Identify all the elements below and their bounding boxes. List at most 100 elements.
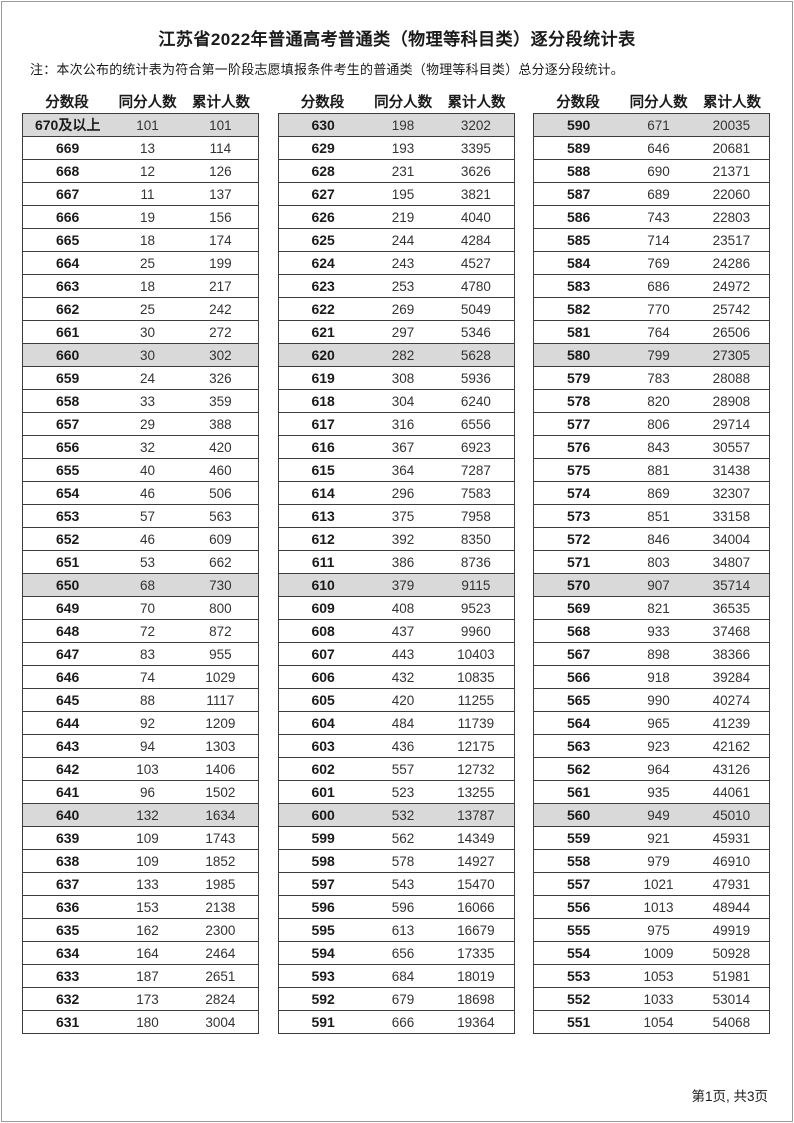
- cumulative-count-cell: 302: [209, 347, 232, 363]
- score-range-cell: 573: [566, 508, 591, 524]
- score-range-cell: 614: [311, 485, 335, 501]
- table-row: 618 304 6240: [277, 389, 515, 413]
- table-row: 602 557 12732: [277, 757, 515, 781]
- same-score-count-cell: 686: [647, 278, 670, 294]
- same-score-count-cell: 219: [391, 209, 415, 225]
- table-row: 643 94 1303: [22, 734, 259, 758]
- table-header-row: 分数段 同分人数 累计人数: [533, 88, 770, 114]
- cumulative-count-cell: 45931: [712, 830, 751, 846]
- table-row: 599 562 14349: [277, 826, 515, 850]
- cumulative-count-cell: 16679: [457, 922, 495, 938]
- score-range-cell: 597: [311, 876, 335, 892]
- score-range-cell: 616: [311, 439, 335, 455]
- table-row: 665 18 174: [22, 228, 259, 252]
- score-range-cell: 582: [566, 301, 591, 317]
- score-range-cell: 572: [566, 531, 591, 547]
- table-row: 562 964 43126: [533, 757, 770, 781]
- table-row: 648 72 872: [22, 619, 259, 643]
- score-range-cell: 627: [311, 186, 335, 202]
- same-score-count-cell: 83: [140, 646, 156, 662]
- table-row: 627 195 3821: [277, 182, 515, 206]
- score-range-cell: 598: [311, 853, 335, 869]
- table-row: 624 243 4527: [277, 251, 515, 275]
- table-row: 589 646 20681: [533, 136, 770, 160]
- table-row: 585 714 23517: [533, 228, 770, 252]
- cumulative-count-cell: 33158: [712, 508, 751, 524]
- table-row: 594 656 17335: [277, 941, 515, 965]
- score-range-cell: 576: [566, 439, 591, 455]
- score-range-cell: 665: [55, 232, 80, 248]
- score-range-cell: 662: [55, 301, 80, 317]
- score-range-cell: 610: [311, 577, 335, 593]
- score-range-cell: 583: [566, 278, 591, 294]
- table-row: 554 1009 50928: [533, 941, 770, 965]
- table-row: 646 74 1029: [22, 665, 259, 689]
- same-score-count-cell: 562: [391, 830, 415, 846]
- score-range-cell: 637: [55, 876, 80, 892]
- same-score-count-cell: 46: [140, 485, 156, 501]
- same-score-count-cell: 806: [647, 416, 670, 432]
- same-score-count-cell: 684: [391, 968, 415, 984]
- same-score-count-cell: 869: [647, 485, 670, 501]
- score-range-cell: 640: [55, 807, 80, 823]
- cumulative-count-cell: 272: [209, 324, 232, 340]
- cumulative-count-cell: 156: [209, 209, 232, 225]
- cumulative-count-cell: 54068: [712, 1014, 751, 1030]
- same-score-count-cell: 304: [391, 393, 415, 409]
- cumulative-count-cell: 38366: [712, 646, 751, 662]
- cumulative-count-cell: 326: [209, 370, 232, 386]
- score-range-cell: 596: [311, 899, 335, 915]
- same-score-count-cell: 408: [391, 600, 415, 616]
- same-score-count-cell: 420: [391, 692, 415, 708]
- same-score-count-cell: 18: [140, 232, 156, 248]
- table-row: 657 29 388: [22, 412, 259, 436]
- same-score-count-cell: 646: [647, 140, 670, 156]
- cumulative-count-cell: 3626: [460, 163, 491, 179]
- table-row: 553 1053 51981: [533, 964, 770, 988]
- same-score-count-cell: 30: [140, 324, 156, 340]
- cumulative-count-cell: 3395: [460, 140, 491, 156]
- same-score-count-cell: 846: [647, 531, 670, 547]
- score-range-cell: 608: [311, 623, 335, 639]
- same-score-count-cell: 195: [391, 186, 415, 202]
- table-row: 573 851 33158: [533, 504, 770, 528]
- score-range-cell: 641: [55, 784, 80, 800]
- table-body: 630 198 3202 629 193 3395 628 231 3626 627 195 3821…: [277, 113, 515, 1034]
- same-score-count-cell: 803: [647, 554, 670, 570]
- score-range-cell: 629: [311, 140, 335, 156]
- score-range-cell: 557: [566, 876, 591, 892]
- cumulative-count-cell: 49919: [712, 922, 751, 938]
- score-range-cell: 631: [55, 1014, 80, 1030]
- score-table-2: 分数段 同分人数 累计人数 630 198 3202 629 193 3395 628 231…: [277, 88, 515, 1034]
- same-score-count-cell: 990: [647, 692, 670, 708]
- score-range-cell: 600: [311, 807, 335, 823]
- same-score-count-cell: 32: [140, 439, 156, 455]
- table-row: 596 596 16066: [277, 895, 515, 919]
- table-row: 626 219 4040: [277, 205, 515, 229]
- table-row: 641 96 1502: [22, 780, 259, 804]
- score-range-cell: 553: [566, 968, 591, 984]
- same-score-count-cell: 88: [140, 692, 156, 708]
- table-row: 666 19 156: [22, 205, 259, 229]
- cumulative-count-cell: 126: [209, 163, 232, 179]
- table-header-row: 分数段 同分人数 累计人数: [22, 88, 259, 114]
- cumulative-count-cell: 217: [209, 278, 232, 294]
- score-range-cell: 566: [566, 669, 591, 685]
- same-score-count-cell: 379: [391, 577, 415, 593]
- same-score-count-cell: 484: [391, 715, 415, 731]
- score-range-cell: 567: [566, 646, 591, 662]
- cumulative-count-cell: 1502: [205, 784, 236, 800]
- cumulative-count-cell: 13787: [457, 807, 495, 823]
- table-row: 621 297 5346: [277, 320, 515, 344]
- score-range-cell: 625: [311, 232, 335, 248]
- score-range-cell: 645: [55, 692, 80, 708]
- same-score-count-cell: 25: [140, 301, 156, 317]
- cumulative-count-cell: 34004: [712, 531, 751, 547]
- table-row: 606 432 10835: [277, 665, 515, 689]
- score-range-cell: 667: [55, 186, 80, 202]
- score-range-cell: 579: [566, 370, 591, 386]
- cumulative-count-cell: 5936: [460, 370, 491, 386]
- same-score-count-cell: 679: [391, 991, 415, 1007]
- table-row: 619 308 5936: [277, 366, 515, 390]
- page-title: 江苏省2022年普通高考普通类（物理等科目类）逐分段统计表: [158, 30, 636, 49]
